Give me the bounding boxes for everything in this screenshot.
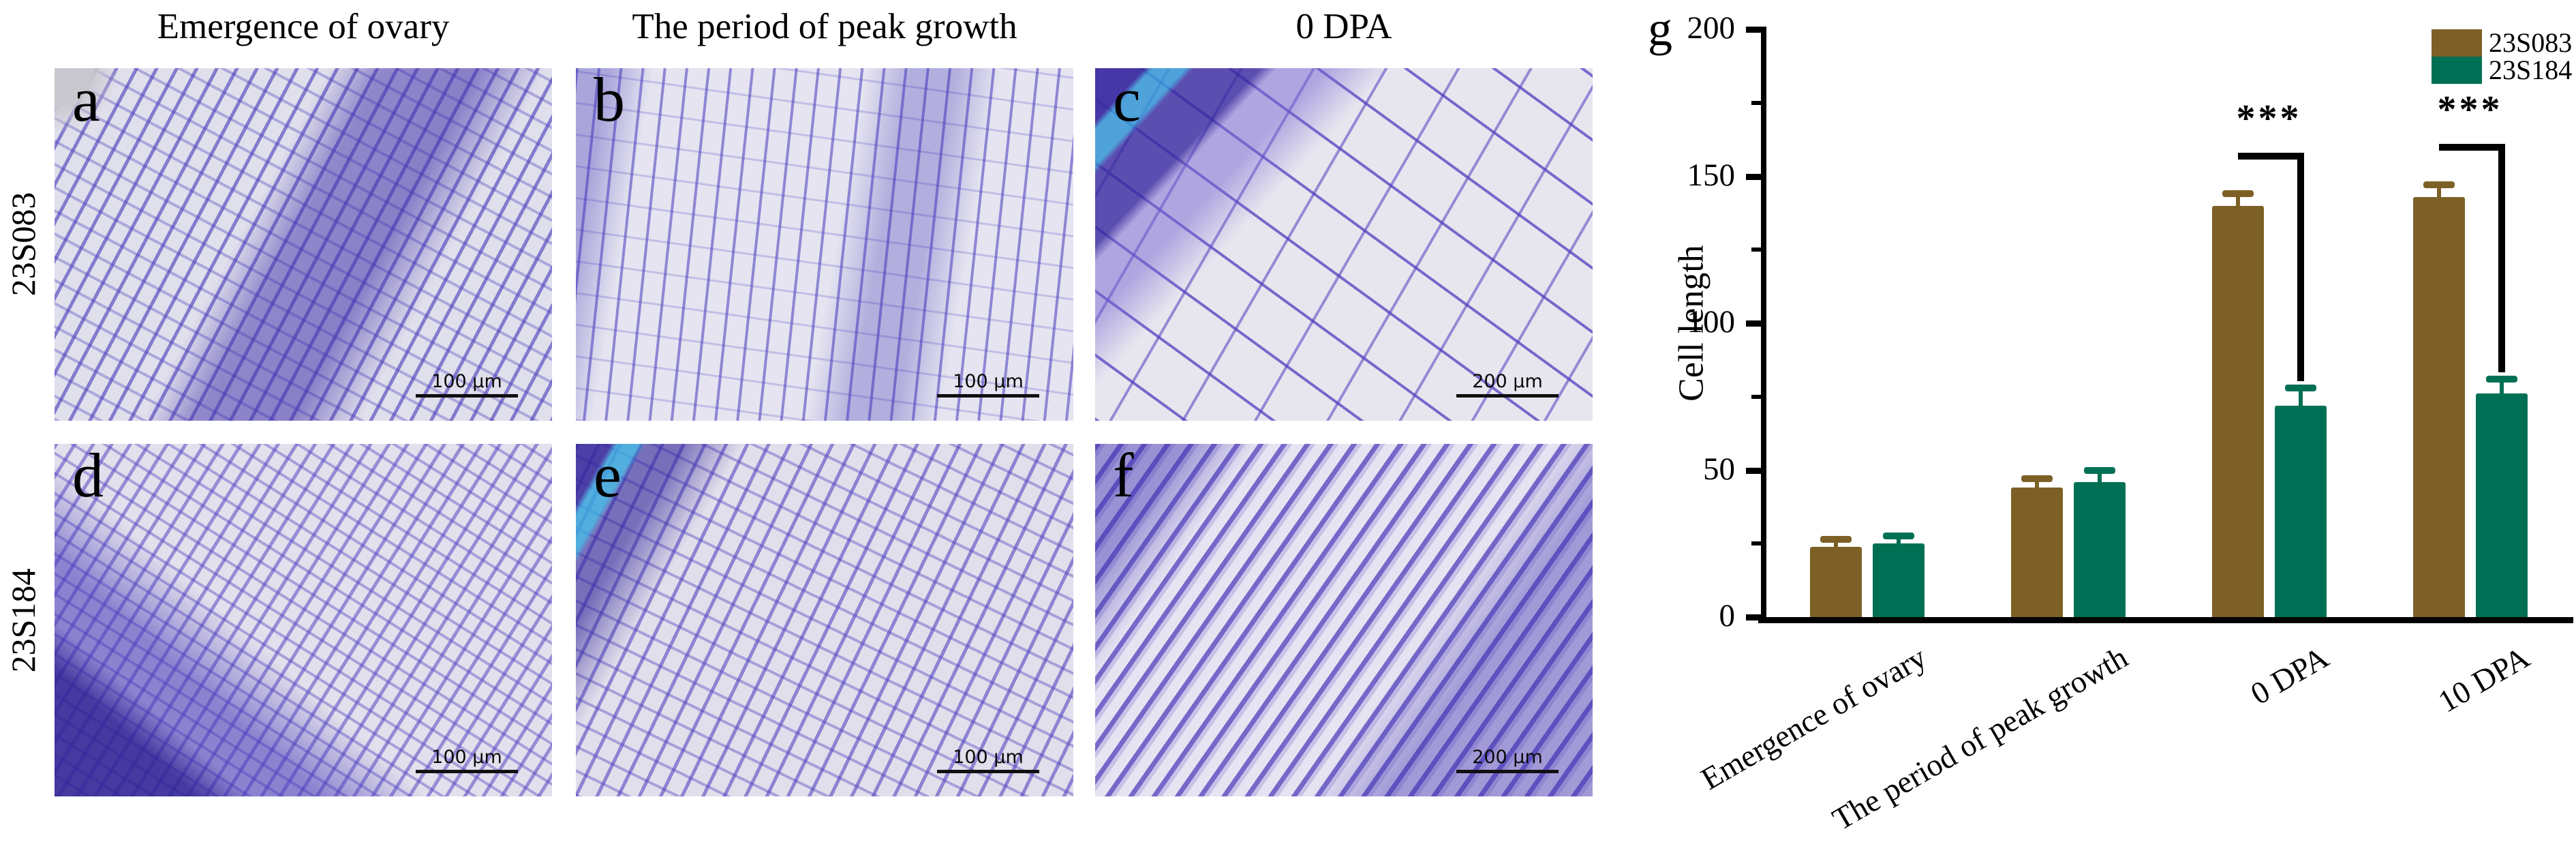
- error-bar-stem-23S184-1: [2097, 470, 2102, 482]
- legend-swatch-23S083: [2432, 29, 2482, 57]
- y-minor-tick-175: [1751, 100, 1761, 105]
- error-bar-stem-23S083-2: [2235, 194, 2240, 206]
- sig-bracket-h-2: [2237, 153, 2304, 160]
- micrograph-panel-e: e 100 μm: [576, 444, 1073, 796]
- error-bar-stem-23S184-3: [2499, 378, 2504, 394]
- bar-23S184-0: [1872, 543, 1925, 617]
- sig-label-2: ***: [2236, 98, 2302, 140]
- scale-bar-line-a: [416, 394, 518, 398]
- legend-label-23S083: 23S083: [2489, 27, 2573, 58]
- scale-bar-label-d: 100 μm: [431, 747, 502, 768]
- scale-bar-line-d: [416, 770, 518, 773]
- error-bar-stem-23S184-0: [1896, 536, 1901, 544]
- error-bar-cap-23S083-1: [2021, 475, 2053, 483]
- row-label-23S083: 23S083: [4, 192, 42, 297]
- scale-bar-label-a: 100 μm: [431, 371, 502, 392]
- micrograph-panel-f: f 200 μm: [1095, 444, 1593, 796]
- y-tick-200: [1746, 27, 1761, 33]
- y-tick-label-50: 50: [1703, 451, 1735, 487]
- y-minor-tick-75: [1751, 394, 1761, 399]
- y-tick-150: [1746, 173, 1761, 180]
- legend-item-23S083: 23S083: [2432, 29, 2572, 57]
- error-bar-stem-23S184-2: [2298, 387, 2303, 406]
- sig-label-3: ***: [2437, 89, 2503, 132]
- bar-23S083-0: [1809, 546, 1862, 617]
- error-bar-stem-23S083-3: [2436, 185, 2441, 197]
- error-bar-stem-23S083-0: [1833, 539, 1838, 547]
- bar-23S184-3: [2475, 393, 2528, 617]
- scale-bar-line-e: [937, 770, 1039, 773]
- bar-23S083-3: [2412, 196, 2465, 617]
- y-tick-50: [1746, 467, 1761, 474]
- scale-bar-a: 100 μm: [416, 371, 518, 398]
- bar-23S083-2: [2211, 205, 2264, 617]
- scale-bar-f: 200 μm: [1456, 747, 1559, 773]
- legend-label-23S184: 23S184: [2489, 55, 2573, 85]
- sig-bracket-v-3: [2498, 144, 2505, 372]
- error-bar-cap-23S184-2: [2284, 384, 2316, 391]
- bar-23S083-1: [2010, 488, 2063, 617]
- error-bar-cap-23S184-0: [1882, 533, 1914, 540]
- x-category-label-text-3: 10 DPA: [2432, 639, 2536, 719]
- micrograph-panel-c: c 200 μm: [1095, 68, 1593, 421]
- sig-bracket-h-3: [2438, 144, 2505, 151]
- chart-plot-area: 0 50 100 150 200 Emergence of ovary The period…: [1687, 10, 2573, 837]
- bar-23S184-2: [2274, 405, 2327, 617]
- y-tick-0: [1746, 614, 1761, 620]
- micrograph-panel-b: b 100 μm: [576, 68, 1073, 421]
- chart-legend: 23S083 23S184: [2432, 29, 2572, 84]
- panel-letter-g: g: [1648, 1, 1672, 56]
- panel-letter-f: f: [1113, 444, 1134, 510]
- scale-bar-label-f: 200 μm: [1472, 747, 1543, 768]
- micrograph-panel-a: a 100 μm: [55, 68, 552, 421]
- panel-letter-b: b: [594, 68, 625, 134]
- error-bar-cap-23S083-3: [2423, 181, 2455, 189]
- x-axis-line: [1758, 617, 2573, 623]
- legend-item-23S184: 23S184: [2432, 57, 2572, 84]
- row-label-23S184: 23S184: [4, 568, 42, 673]
- y-minor-tick-125: [1751, 248, 1761, 252]
- scale-bar-b: 100 μm: [937, 371, 1039, 398]
- panel-letter-c: c: [1113, 68, 1141, 134]
- scale-bar-line-f: [1456, 770, 1559, 773]
- error-bar-cap-23S184-3: [2485, 375, 2517, 383]
- scale-bar-c: 200 μm: [1456, 371, 1559, 398]
- y-tick-label-0: 0: [1719, 598, 1736, 633]
- error-bar-cap-23S184-1: [2083, 466, 2115, 474]
- sig-bracket-v-2: [2297, 153, 2304, 381]
- y-tick-label-150: 150: [1687, 157, 1736, 193]
- y-tick-label-100: 100: [1687, 304, 1736, 340]
- scale-bar-line-c: [1456, 394, 1559, 398]
- scale-bar-line-b: [937, 394, 1039, 398]
- y-tick-100: [1746, 320, 1761, 327]
- panel-letter-a: a: [72, 68, 100, 134]
- panel-letter-d: d: [72, 444, 104, 510]
- bar-23S184-1: [2073, 481, 2126, 617]
- scale-bar-e: 100 μm: [937, 747, 1039, 773]
- scale-bar-label-e: 100 μm: [953, 747, 1024, 768]
- micrograph-panel-d: d 100 μm: [55, 444, 552, 796]
- error-bar-cap-23S083-0: [1820, 535, 1852, 543]
- y-minor-tick-25: [1751, 541, 1761, 546]
- y-axis-line: [1761, 27, 1766, 623]
- scale-bar-label-b: 100 μm: [953, 371, 1024, 392]
- column-header-peak-growth: The period of peak growth: [632, 7, 1017, 46]
- error-bar-stem-23S083-1: [2034, 479, 2039, 488]
- x-category-label-text-2: 0 DPA: [2245, 639, 2335, 712]
- scale-bar-label-c: 200 μm: [1472, 371, 1543, 392]
- bar-chart-panel-g: g Cell length 0 50 100 150 200 Emergence of o…: [1636, 0, 2576, 853]
- legend-swatch-23S184: [2432, 57, 2482, 84]
- y-tick-label-200: 200: [1687, 10, 1736, 46]
- error-bar-cap-23S083-2: [2222, 190, 2254, 198]
- panel-letter-e: e: [594, 444, 622, 510]
- column-header-0-dpa: 0 DPA: [1295, 7, 1392, 46]
- column-header-emergence-of-ovary: Emergence of ovary: [157, 7, 450, 46]
- scale-bar-d: 100 μm: [416, 747, 518, 773]
